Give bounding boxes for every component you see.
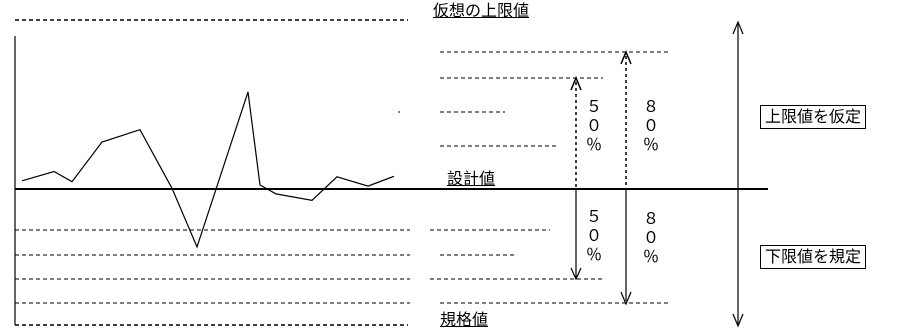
upper-80-arrowhead <box>620 50 632 65</box>
upper-50-arrowhead <box>570 76 582 91</box>
measurement-line <box>21 91 395 249</box>
upper-50-percent-label: ５０％ <box>583 98 602 155</box>
full-range-arrowhead-bottom <box>732 313 744 328</box>
lower-80-arrowhead <box>620 291 632 306</box>
virtual-upper-limit-label: 仮想の上限値 <box>433 1 530 20</box>
full-range-arrowhead-top <box>732 20 744 35</box>
specify-lower-limit-box: 下限値を規定 <box>760 245 867 269</box>
design-value-label: 設計値 <box>447 169 496 188</box>
upper-80-percent-label: ８０％ <box>640 98 659 155</box>
assume-upper-limit-box: 上限値を仮定 <box>760 105 867 129</box>
standard-value-label: 規格値 <box>440 310 489 329</box>
lower-50-percent-label: ５０％ <box>583 208 602 265</box>
lower-50-arrowhead <box>570 267 582 281</box>
lower-80-percent-label: ８０％ <box>640 210 659 267</box>
